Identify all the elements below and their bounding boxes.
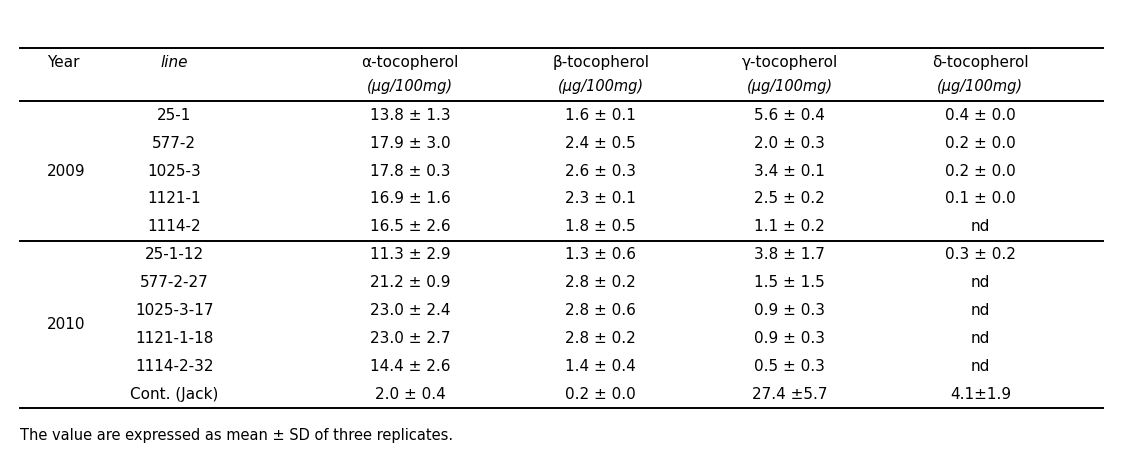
Text: 0.4 ± 0.0: 0.4 ± 0.0 [944, 108, 1016, 123]
Text: 1025-3-17: 1025-3-17 [135, 303, 213, 318]
Text: nd: nd [970, 331, 990, 346]
Text: 3.4 ± 0.1: 3.4 ± 0.1 [754, 164, 825, 178]
Text: 2010: 2010 [47, 317, 85, 332]
Text: 0.9 ± 0.3: 0.9 ± 0.3 [754, 331, 825, 346]
Text: (μg/100mg): (μg/100mg) [367, 79, 453, 94]
Text: 3.8 ± 1.7: 3.8 ± 1.7 [754, 247, 825, 262]
Text: nd: nd [970, 275, 990, 290]
Text: (μg/100mg): (μg/100mg) [938, 79, 1023, 94]
Text: 577-2: 577-2 [152, 136, 197, 151]
Text: 2.0 ± 0.4: 2.0 ± 0.4 [374, 387, 446, 402]
Text: 0.3 ± 0.2: 0.3 ± 0.2 [944, 247, 1016, 262]
Text: (μg/100mg): (μg/100mg) [747, 79, 832, 94]
Text: 11.3 ± 2.9: 11.3 ± 2.9 [369, 247, 450, 262]
Text: 0.1 ± 0.0: 0.1 ± 0.0 [944, 191, 1016, 207]
Text: 1121-1-18: 1121-1-18 [135, 331, 213, 346]
Text: 21.2 ± 0.9: 21.2 ± 0.9 [369, 275, 450, 290]
Text: α-tocopherol: α-tocopherol [362, 54, 458, 70]
Text: 1121-1: 1121-1 [147, 191, 201, 207]
Text: 2.5 ± 0.2: 2.5 ± 0.2 [754, 191, 825, 207]
Text: 14.4 ± 2.6: 14.4 ± 2.6 [369, 359, 450, 374]
Text: 25-1-12: 25-1-12 [145, 247, 203, 262]
Text: 1.1 ± 0.2: 1.1 ± 0.2 [754, 219, 825, 234]
Text: 577-2-27: 577-2-27 [139, 275, 209, 290]
Text: 13.8 ± 1.3: 13.8 ± 1.3 [369, 108, 450, 123]
Text: 17.8 ± 0.3: 17.8 ± 0.3 [369, 164, 450, 178]
Text: Year: Year [47, 54, 80, 70]
Text: 16.5 ± 2.6: 16.5 ± 2.6 [369, 219, 450, 234]
Text: 1114-2-32: 1114-2-32 [135, 359, 213, 374]
Text: 1.8 ± 0.5: 1.8 ± 0.5 [565, 219, 637, 234]
Text: 0.5 ± 0.3: 0.5 ± 0.3 [754, 359, 825, 374]
Text: nd: nd [970, 303, 990, 318]
Text: 27.4 ±5.7: 27.4 ±5.7 [751, 387, 828, 402]
Text: 2.8 ± 0.2: 2.8 ± 0.2 [565, 331, 637, 346]
Text: line: line [161, 54, 188, 70]
Text: 1025-3: 1025-3 [147, 164, 201, 178]
Text: δ-tocopherol: δ-tocopherol [932, 54, 1029, 70]
Text: 1114-2: 1114-2 [147, 219, 201, 234]
Text: The value are expressed as mean ± SD of three replicates.: The value are expressed as mean ± SD of … [20, 428, 454, 443]
Text: 23.0 ± 2.7: 23.0 ± 2.7 [369, 331, 450, 346]
Text: 2.0 ± 0.3: 2.0 ± 0.3 [754, 136, 825, 151]
Text: γ-tocopherol: γ-tocopherol [741, 54, 838, 70]
Text: nd: nd [970, 219, 990, 234]
Text: 1.5 ± 1.5: 1.5 ± 1.5 [754, 275, 825, 290]
Text: nd: nd [970, 359, 990, 374]
Text: 1.3 ± 0.6: 1.3 ± 0.6 [565, 247, 637, 262]
Text: 5.6 ± 0.4: 5.6 ± 0.4 [754, 108, 825, 123]
Text: 2.8 ± 0.2: 2.8 ± 0.2 [565, 275, 637, 290]
Text: 0.2 ± 0.0: 0.2 ± 0.0 [565, 387, 637, 402]
Text: 0.2 ± 0.0: 0.2 ± 0.0 [944, 136, 1016, 151]
Text: 23.0 ± 2.4: 23.0 ± 2.4 [369, 303, 450, 318]
Text: 4.1±1.9: 4.1±1.9 [950, 387, 1011, 402]
Text: Cont. (Jack): Cont. (Jack) [130, 387, 218, 402]
Text: 2.6 ± 0.3: 2.6 ± 0.3 [565, 164, 637, 178]
Text: 2.3 ± 0.1: 2.3 ± 0.1 [565, 191, 637, 207]
Text: 2.8 ± 0.6: 2.8 ± 0.6 [565, 303, 637, 318]
Text: 1.4 ± 0.4: 1.4 ± 0.4 [565, 359, 637, 374]
Text: 0.9 ± 0.3: 0.9 ± 0.3 [754, 303, 825, 318]
Text: 16.9 ± 1.6: 16.9 ± 1.6 [369, 191, 450, 207]
Text: (μg/100mg): (μg/100mg) [558, 79, 643, 94]
Text: 2.4 ± 0.5: 2.4 ± 0.5 [565, 136, 637, 151]
Text: 1.6 ± 0.1: 1.6 ± 0.1 [565, 108, 637, 123]
Text: 25-1: 25-1 [157, 108, 191, 123]
Text: 17.9 ± 3.0: 17.9 ± 3.0 [369, 136, 450, 151]
Text: β-tocopherol: β-tocopherol [553, 54, 649, 70]
Text: 0.2 ± 0.0: 0.2 ± 0.0 [944, 164, 1016, 178]
Text: 2009: 2009 [47, 164, 85, 178]
